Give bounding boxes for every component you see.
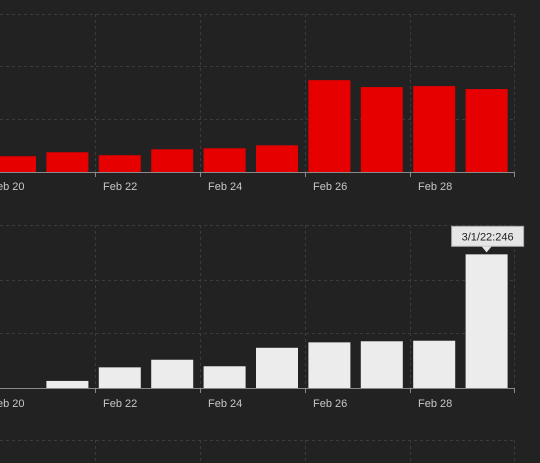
third-chart-edge (0, 440, 515, 463)
x-tick-label: Feb 24 (208, 398, 242, 410)
bar[interactable] (203, 366, 246, 388)
bar[interactable] (465, 89, 508, 172)
tooltip: 3/1/22:246 (451, 225, 525, 253)
bar[interactable] (465, 254, 508, 388)
bar[interactable] (46, 152, 89, 172)
x-tick-label: Feb 26 (313, 398, 347, 410)
x-tick-label: Feb 28 (418, 398, 452, 410)
bar[interactable] (413, 86, 456, 172)
tooltip-pointer (481, 246, 492, 253)
x-tick-label: Feb 22 (103, 181, 137, 193)
bar[interactable] (151, 359, 194, 388)
bar[interactable] (413, 340, 456, 388)
bar[interactable] (151, 149, 194, 172)
chart-1-plot: eb 20 Feb 22 Feb 24 Feb 26 Feb 28 (0, 14, 515, 193)
x-tick-label: eb 20 (0, 398, 25, 410)
bar[interactable] (308, 342, 351, 388)
bar[interactable] (0, 156, 36, 172)
bar[interactable] (308, 80, 351, 172)
bar[interactable] (98, 367, 141, 388)
x-tick-label: Feb 22 (103, 398, 137, 410)
x-tick-label: Feb 28 (418, 181, 452, 193)
x-tick-label: eb 20 (0, 181, 25, 193)
x-tick-label: Feb 26 (313, 181, 347, 193)
bar[interactable] (98, 155, 141, 172)
bar[interactable] (203, 148, 246, 172)
chart-2-plot: eb 20 Feb 22 Feb 24 Feb 26 Feb 28 3/1/22:246 (0, 225, 525, 410)
bar[interactable] (360, 341, 403, 388)
bar[interactable] (256, 347, 298, 388)
tooltip-text: 3/1/22:246 (462, 231, 514, 243)
bar[interactable] (46, 380, 89, 388)
bar[interactable] (360, 87, 403, 172)
x-tick-label: Feb 24 (208, 181, 242, 193)
bar[interactable] (256, 145, 298, 172)
